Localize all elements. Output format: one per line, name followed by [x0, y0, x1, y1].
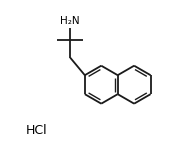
Text: H₂N: H₂N	[60, 16, 80, 26]
Text: HCl: HCl	[25, 124, 47, 137]
